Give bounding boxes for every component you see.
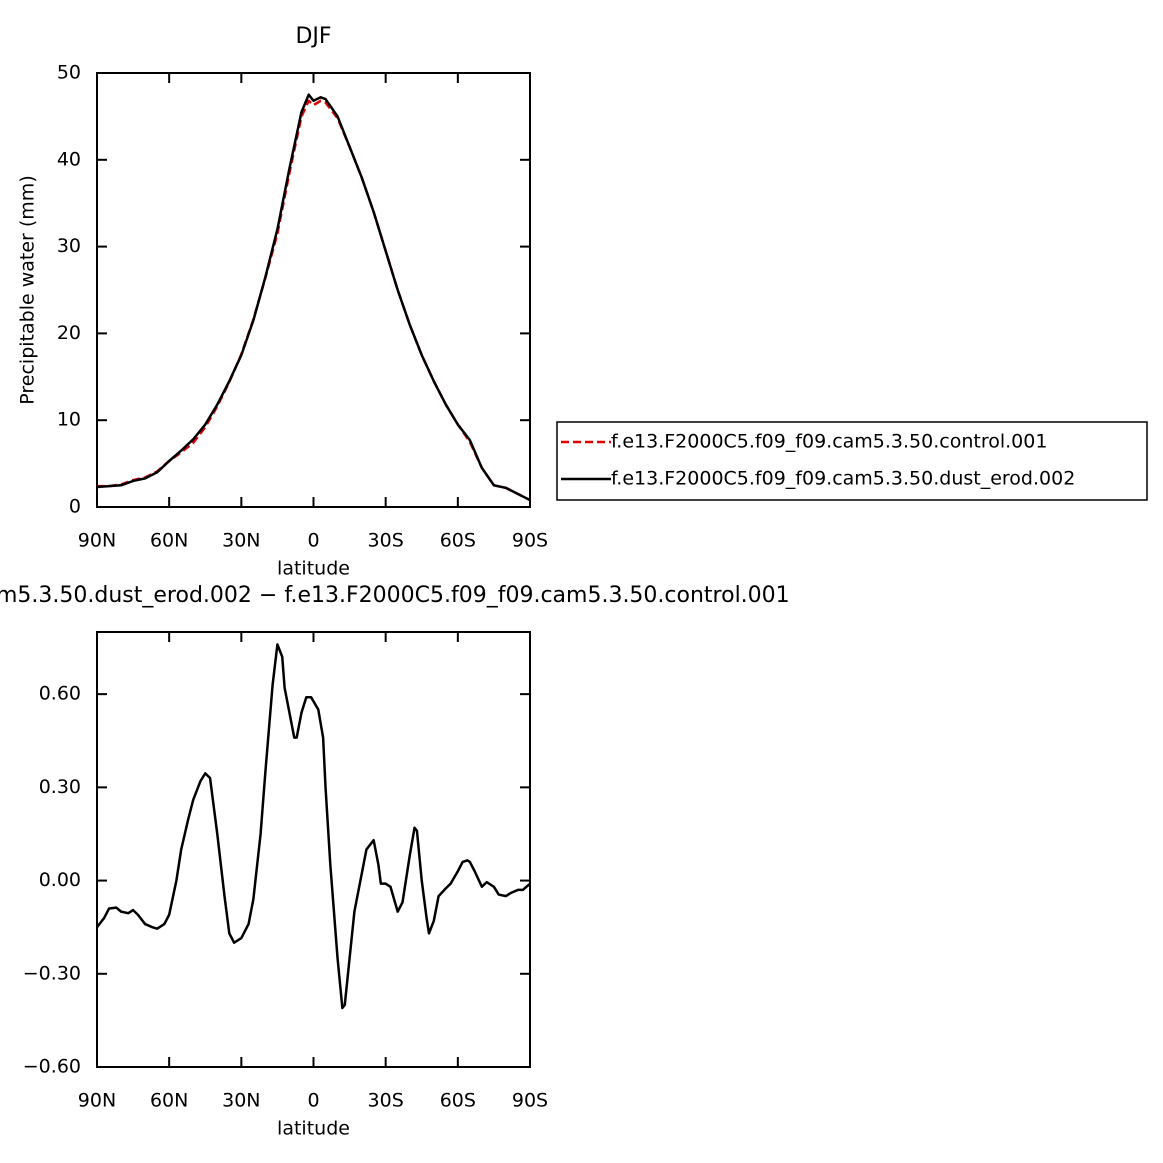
y-tick-label: −0.60 (23, 1056, 81, 1078)
x-tick-label: 30N (222, 530, 260, 552)
legend-label: f.e13.F2000C5.f09_f09.cam5.3.50.control.… (611, 431, 1047, 453)
plot-frame (96, 631, 531, 1068)
x-tick-label: 90N (78, 1090, 116, 1112)
y-tick-label: 50 (57, 62, 81, 84)
y-tick-label: 20 (57, 322, 81, 344)
y-tick-label: 0.00 (39, 869, 81, 891)
chart-title: m5.3.50.dust_erod.002 − f.e13.F2000C5.f0… (0, 583, 790, 608)
y-tick-label: 0.60 (39, 683, 81, 705)
x-tick-label: 30N (222, 1090, 260, 1112)
y-tick-label: 0.30 (39, 776, 81, 798)
x-tick-label: 90S (512, 1090, 548, 1112)
data-line (97, 99, 531, 502)
legend-label: f.e13.F2000C5.f09_f09.cam5.3.50.dust_ero… (611, 468, 1075, 490)
chart-title: DJF (295, 24, 331, 49)
data-line (96, 93, 531, 502)
x-tick-label: 30S (368, 530, 404, 552)
x-tick-label: 0 (307, 530, 319, 552)
y-tick-label: −0.30 (23, 962, 81, 984)
x-tick-label: 90N (78, 530, 116, 552)
x-tick-label: 60N (150, 1090, 188, 1112)
x-tick-label: 90S (512, 530, 548, 552)
y-tick-label: 10 (57, 409, 81, 431)
y-tick-label: 0 (69, 496, 81, 518)
y-axis-label: Precipitable water (mm) (17, 175, 39, 404)
x-tick-label: 30S (368, 1090, 404, 1112)
x-tick-label: 0 (307, 1090, 319, 1112)
x-tick-label: 60S (440, 530, 476, 552)
legend-box (556, 421, 1148, 501)
data-line (96, 643, 531, 1010)
x-axis-label: latitude (277, 558, 350, 580)
y-tick-label: 30 (57, 235, 81, 257)
plot-frame (96, 72, 531, 508)
x-axis-label: latitude (277, 1118, 350, 1140)
x-tick-label: 60S (440, 1090, 476, 1112)
x-tick-label: 60N (150, 530, 188, 552)
y-tick-label: 40 (57, 148, 81, 170)
